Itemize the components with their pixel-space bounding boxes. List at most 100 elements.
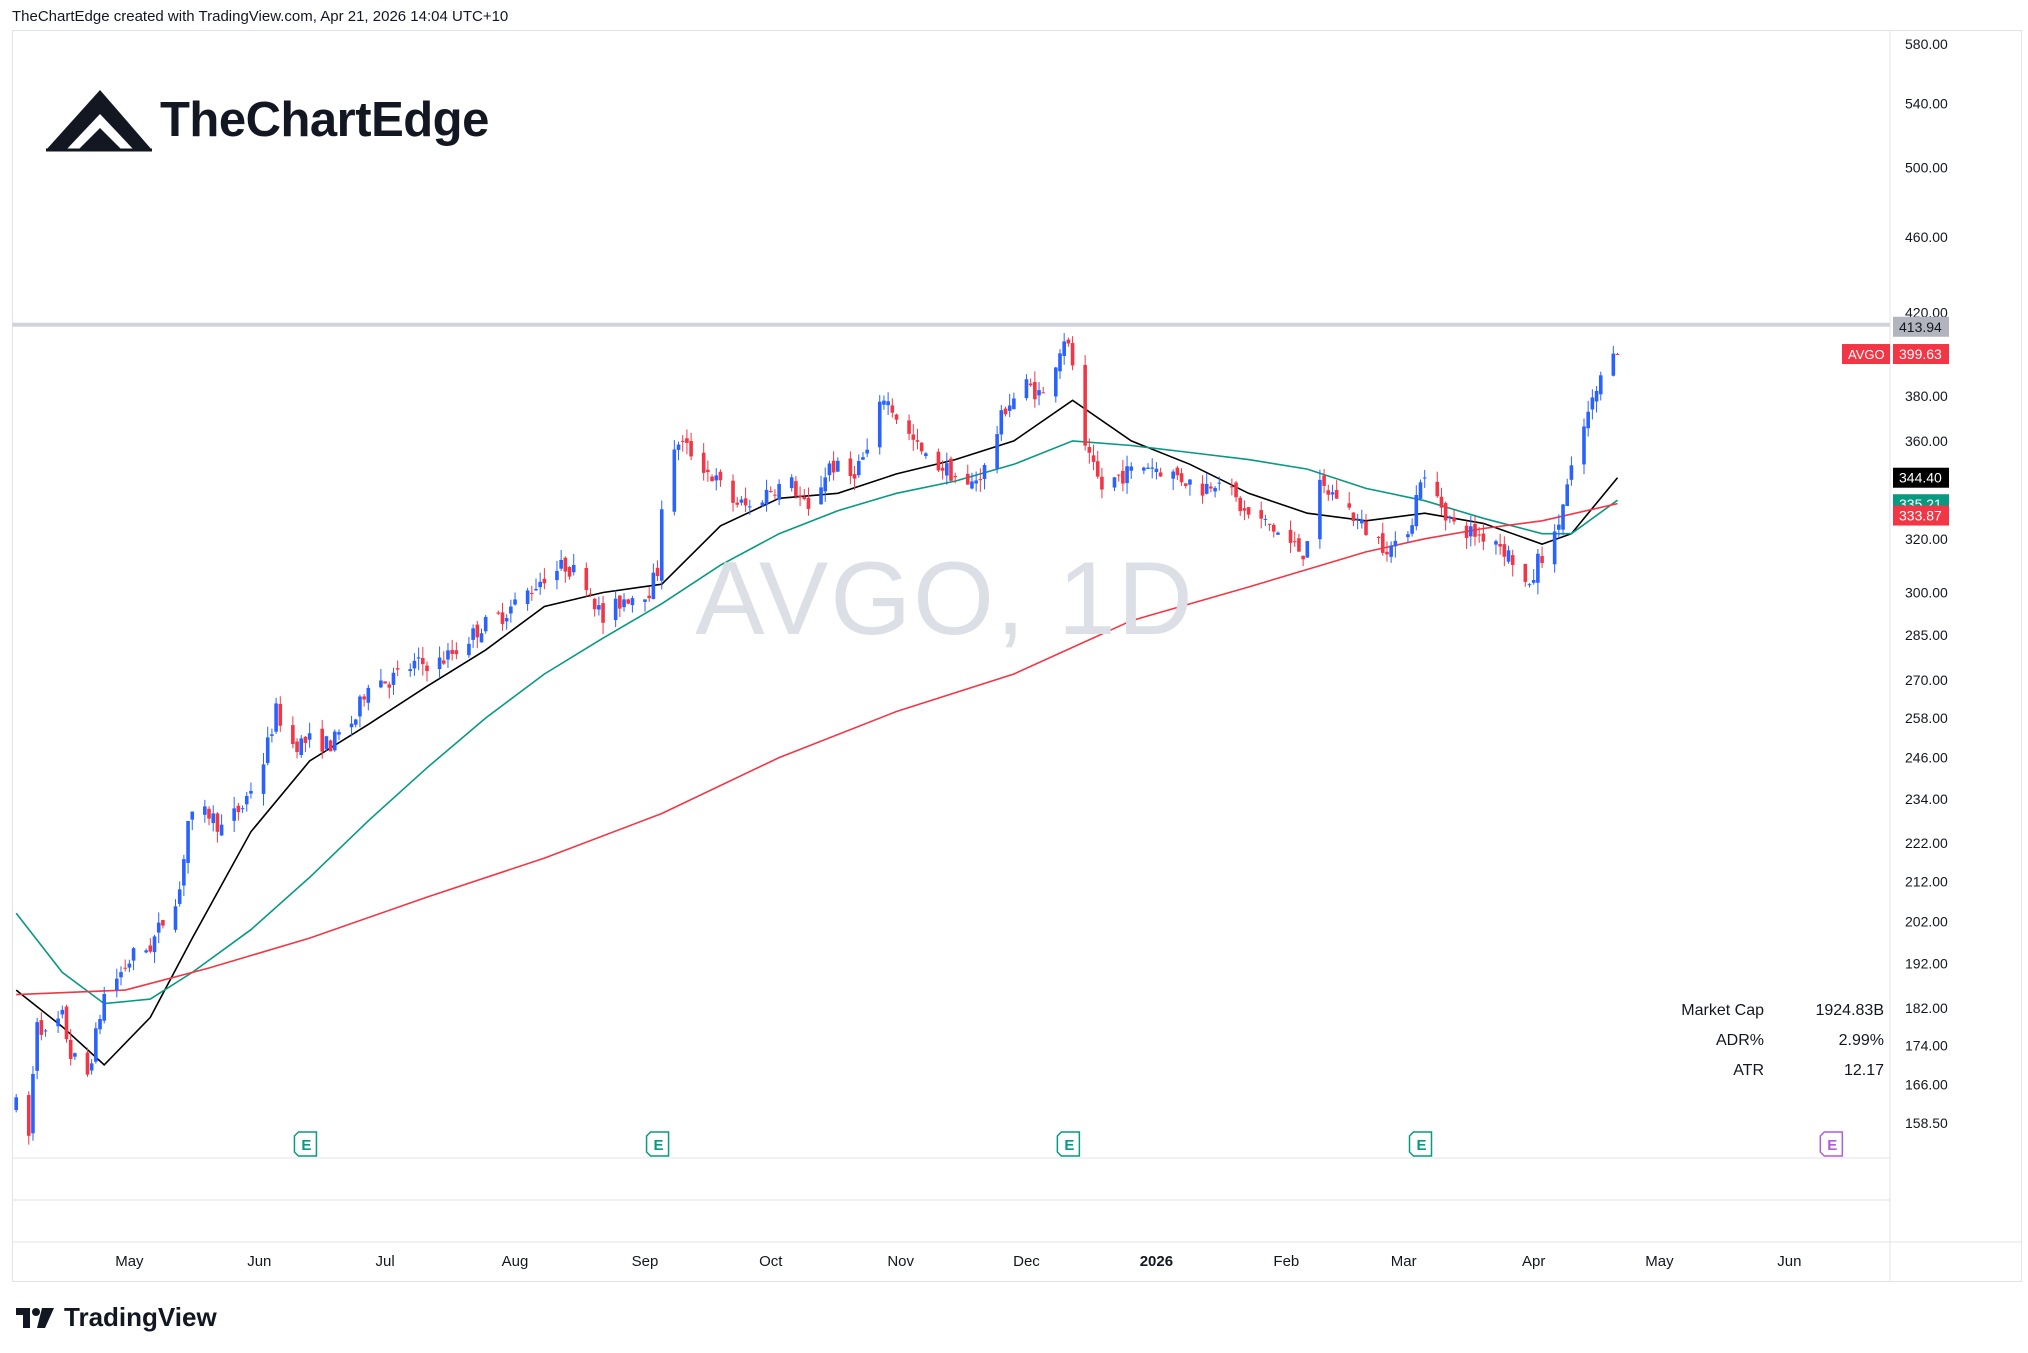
candle[interactable] [1204, 473, 1209, 495]
candle[interactable] [1024, 374, 1029, 401]
candle[interactable] [328, 739, 333, 752]
candle[interactable] [1326, 484, 1331, 501]
candle[interactable] [643, 599, 647, 612]
candle[interactable] [856, 454, 861, 478]
candle[interactable] [425, 661, 429, 682]
candle[interactable] [1590, 389, 1595, 420]
candle[interactable] [798, 486, 802, 507]
candle[interactable] [161, 919, 165, 929]
candle[interactable] [1276, 531, 1280, 536]
candle[interactable] [43, 1029, 48, 1037]
candle[interactable] [865, 438, 869, 458]
candle[interactable] [73, 1052, 77, 1060]
candle[interactable] [1146, 463, 1150, 470]
candle[interactable] [789, 474, 794, 492]
candle[interactable] [1510, 549, 1515, 577]
candle[interactable] [119, 966, 123, 986]
candle[interactable] [1062, 333, 1066, 365]
candle[interactable] [1380, 522, 1385, 556]
candle[interactable] [1037, 382, 1041, 406]
candle[interactable] [1158, 467, 1163, 477]
candle[interactable] [26, 1091, 31, 1145]
candle[interactable] [714, 468, 719, 491]
candle[interactable] [127, 959, 132, 973]
candle[interactable] [1095, 450, 1100, 479]
candle[interactable] [1364, 514, 1368, 536]
candle[interactable] [1360, 509, 1364, 529]
candle[interactable] [211, 805, 216, 832]
candle[interactable] [1536, 548, 1540, 595]
candle[interactable] [706, 460, 710, 482]
candle[interactable] [1003, 406, 1008, 417]
candle[interactable] [836, 457, 840, 472]
candle[interactable] [353, 718, 358, 728]
candle[interactable] [672, 440, 677, 516]
candle[interactable] [513, 592, 517, 606]
candle[interactable] [915, 428, 920, 450]
candle[interactable] [1347, 491, 1352, 511]
candle[interactable] [1615, 352, 1620, 355]
candle[interactable] [1209, 482, 1213, 493]
tradingview-footer[interactable]: TradingView [14, 1302, 217, 1333]
candle[interactable] [945, 452, 949, 485]
candle[interactable] [148, 938, 153, 954]
candle[interactable] [710, 474, 714, 482]
candle[interactable] [1070, 336, 1075, 371]
candle[interactable] [244, 791, 249, 812]
candle[interactable] [68, 1029, 73, 1066]
candle[interactable] [1183, 483, 1188, 489]
candle[interactable] [1213, 486, 1217, 498]
candle[interactable] [924, 452, 928, 459]
candle[interactable] [219, 814, 224, 836]
candle[interactable] [177, 881, 182, 907]
candle[interactable] [467, 637, 471, 658]
candle[interactable] [1502, 536, 1507, 567]
candle[interactable] [890, 398, 895, 418]
candle[interactable] [718, 469, 723, 487]
candle[interactable] [894, 413, 899, 425]
candle[interactable] [156, 912, 161, 944]
candle[interactable] [39, 1012, 44, 1041]
earnings-marker[interactable]: E [645, 1131, 670, 1157]
candle[interactable] [362, 693, 366, 707]
candle[interactable] [240, 805, 245, 814]
candle[interactable] [659, 500, 664, 590]
candle[interactable] [651, 563, 656, 600]
candle[interactable] [1179, 468, 1184, 486]
candle[interactable] [379, 669, 383, 689]
candle[interactable] [1531, 569, 1536, 585]
candle[interactable] [886, 392, 890, 416]
candle[interactable] [1125, 455, 1129, 494]
candle[interactable] [232, 796, 236, 833]
candle[interactable] [1292, 531, 1297, 547]
candle[interactable] [1007, 393, 1012, 418]
candle[interactable] [1582, 418, 1586, 475]
candle[interactable] [534, 578, 538, 591]
candle[interactable] [1452, 509, 1456, 525]
candle[interactable] [190, 811, 195, 831]
candle[interactable] [1066, 337, 1071, 347]
candle[interactable] [416, 647, 421, 671]
candle[interactable] [349, 715, 354, 737]
candle[interactable] [819, 475, 823, 505]
candle[interactable] [1150, 458, 1155, 479]
candle[interactable] [1410, 518, 1414, 537]
candle[interactable] [1091, 444, 1096, 471]
candle[interactable] [207, 806, 211, 826]
candle[interactable] [1200, 475, 1205, 504]
candle[interactable] [1083, 355, 1087, 451]
candle[interactable] [802, 488, 807, 501]
candle[interactable] [1481, 523, 1486, 551]
candle[interactable] [588, 588, 593, 598]
candle[interactable] [877, 395, 882, 455]
candle[interactable] [85, 1047, 90, 1077]
candle[interactable] [618, 594, 622, 618]
candle[interactable] [1448, 515, 1452, 523]
candle[interactable] [358, 694, 362, 728]
candle[interactable] [760, 500, 765, 508]
candle[interactable] [35, 1017, 39, 1080]
candle[interactable] [530, 585, 534, 601]
candle[interactable] [1355, 513, 1360, 530]
candle[interactable] [1041, 386, 1046, 394]
